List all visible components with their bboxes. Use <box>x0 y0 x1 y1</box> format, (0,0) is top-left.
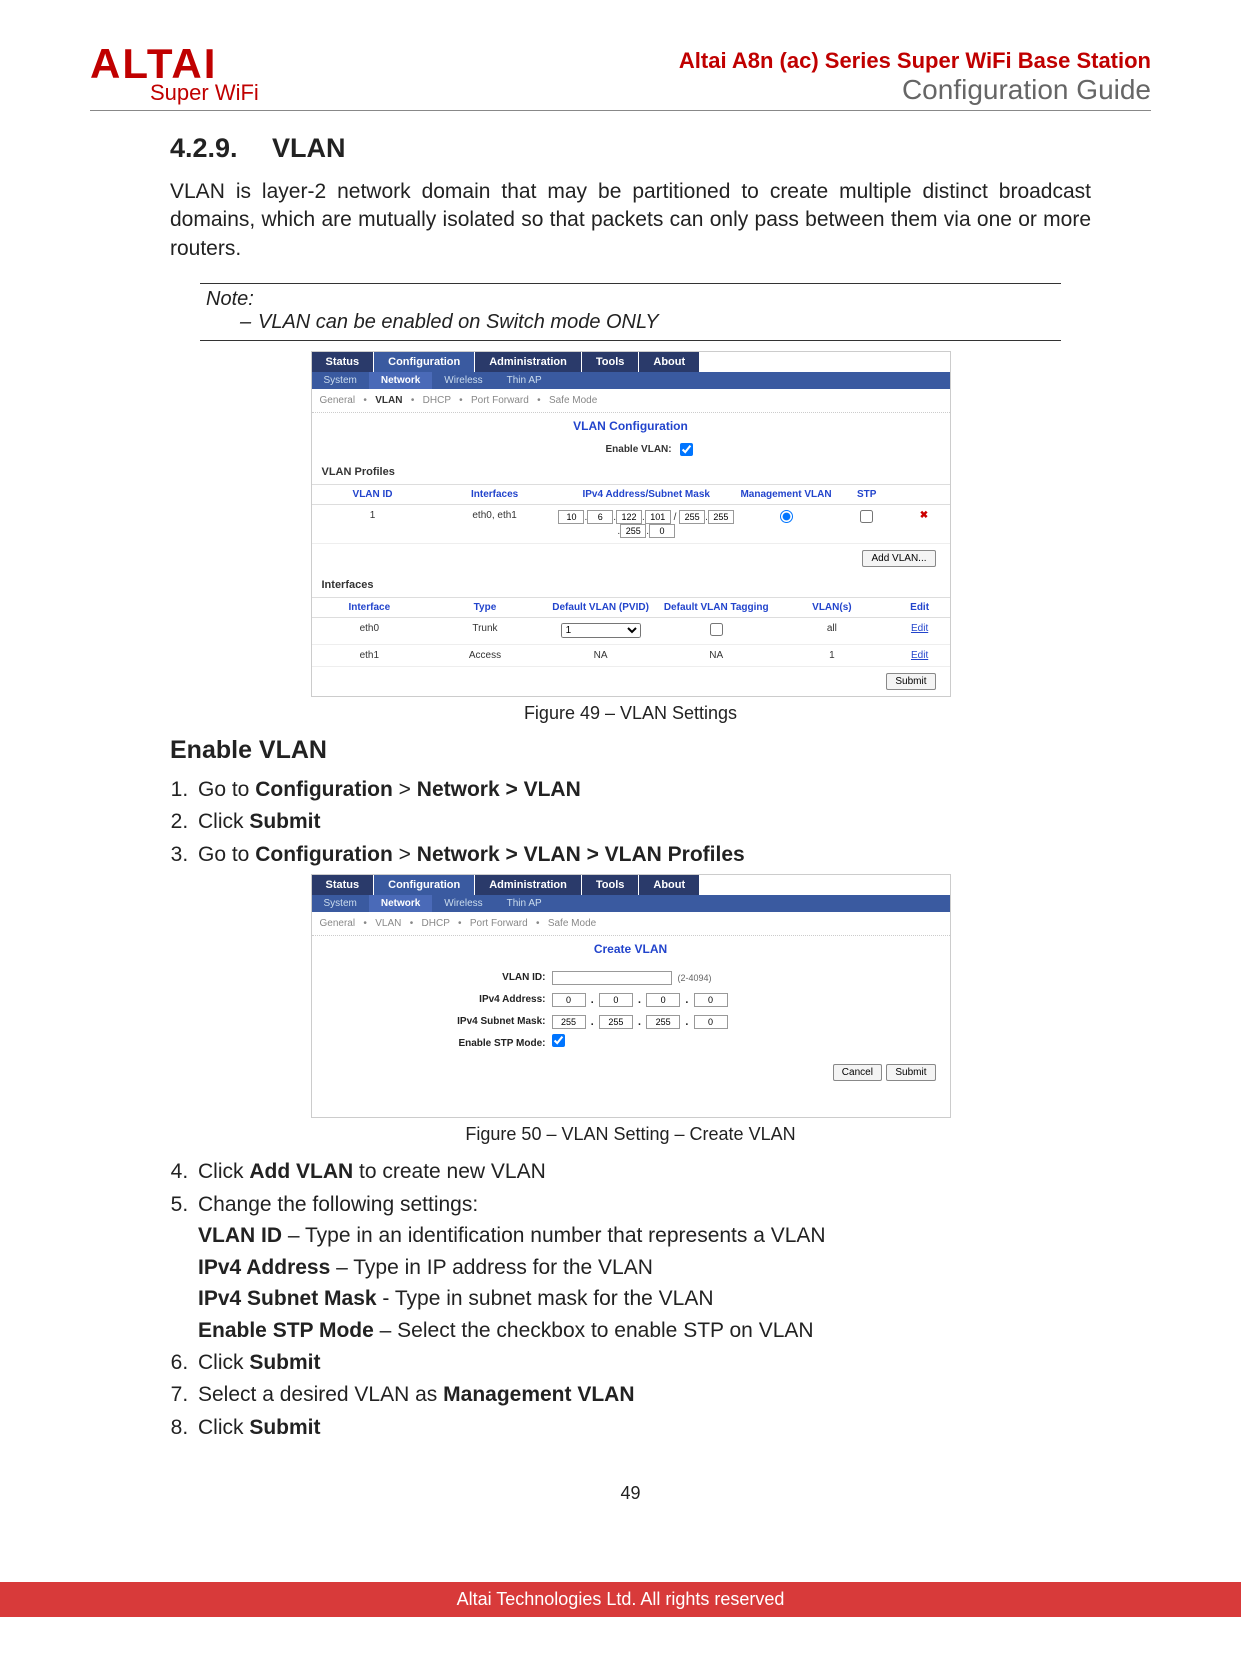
tab-configuration[interactable]: Configuration <box>374 352 475 372</box>
edit-link[interactable]: Edit <box>890 645 950 666</box>
mask-oct[interactable] <box>649 524 675 538</box>
mask-oct[interactable] <box>708 510 734 524</box>
fig50-crumbs: General • VLAN • DHCP • Port Forward • S… <box>312 912 950 936</box>
stp-mode-checkbox[interactable] <box>552 1034 565 1047</box>
mask-oct[interactable] <box>552 1015 586 1029</box>
ipv4-oct[interactable] <box>694 993 728 1007</box>
figure-50-caption: Figure 50 – VLAN Setting – Create VLAN <box>170 1124 1091 1145</box>
header-titles: Altai A8n (ac) Series Super WiFi Base St… <box>679 48 1151 106</box>
fig50-title: Create VLAN <box>312 936 950 962</box>
ip-oct[interactable] <box>645 510 671 524</box>
tab-status[interactable]: Status <box>312 352 375 372</box>
section-title: VLAN <box>272 133 346 163</box>
doc-title-2: Configuration Guide <box>679 74 1151 106</box>
tab-tools[interactable]: Tools <box>582 352 640 372</box>
delete-icon[interactable]: ✖ <box>898 505 949 543</box>
page-header: ALTAI Super WiFi Altai A8n (ac) Series S… <box>90 40 1151 111</box>
submit-button[interactable]: Submit <box>886 673 935 690</box>
steps-list-b: Click Add VLAN to create new VLAN Change… <box>194 1157 1091 1443</box>
subtab-wireless[interactable]: Wireless <box>432 372 494 389</box>
logo-sub: Super WiFi <box>150 80 259 106</box>
tab-status[interactable]: Status <box>312 875 375 895</box>
step-3: Go to Configuration > Network > VLAN > V… <box>194 840 1091 870</box>
submit-button[interactable]: Submit <box>886 1064 935 1081</box>
step-2: Click Submit <box>194 807 1091 837</box>
step-8: Click Submit <box>194 1413 1091 1443</box>
enable-vlan-checkbox[interactable] <box>680 443 693 456</box>
fig49-main-tabs: Status Configuration Administration Tool… <box>312 352 950 372</box>
enable-vlan-heading: Enable VLAN <box>170 736 1091 765</box>
tab-tools[interactable]: Tools <box>582 875 640 895</box>
interfaces-head: Interface Type Default VLAN (PVID) Defau… <box>312 597 950 618</box>
cancel-button[interactable]: Cancel <box>833 1064 882 1081</box>
section-number: 4.2.9. <box>170 133 238 163</box>
subtab-thinap[interactable]: Thin AP <box>495 372 554 389</box>
fig49-crumbs: General • VLAN • DHCP • Port Forward • S… <box>312 389 950 413</box>
interface-row: eth0 Trunk 1 all Edit <box>312 618 950 645</box>
section-intro: VLAN is layer-2 network domain that may … <box>170 178 1091 263</box>
step-5: Change the following settings: VLAN ID –… <box>194 1190 1091 1346</box>
mask-oct[interactable] <box>599 1015 633 1029</box>
vlan-profiles-heading: VLAN Profiles <box>312 460 950 484</box>
ip-oct[interactable] <box>587 510 613 524</box>
subtab-system[interactable]: System <box>312 372 369 389</box>
figure-50: Status Configuration Administration Tool… <box>311 874 951 1118</box>
ip-oct[interactable] <box>616 510 642 524</box>
tab-about[interactable]: About <box>639 352 700 372</box>
add-vlan-button[interactable]: Add VLAN... <box>862 550 935 567</box>
ipv4-oct[interactable] <box>646 993 680 1007</box>
footer: Altai Technologies Ltd. All rights reser… <box>0 1582 1241 1617</box>
figure-49: Status Configuration Administration Tool… <box>311 351 951 697</box>
fig49-sub-tabs: System Network Wireless Thin AP <box>312 372 950 389</box>
edit-link[interactable]: Edit <box>890 618 950 644</box>
figure-49-caption: Figure 49 – VLAN Settings <box>170 703 1091 724</box>
step-4: Click Add VLAN to create new VLAN <box>194 1157 1091 1187</box>
note-box: Note: –VLAN can be enabled on Switch mod… <box>200 283 1061 341</box>
vlan-id-input[interactable] <box>552 971 672 985</box>
tag-checkbox[interactable] <box>710 623 723 636</box>
doc-title-1: Altai A8n (ac) Series Super WiFi Base St… <box>679 48 1151 74</box>
fig49-title: VLAN Configuration <box>312 413 950 439</box>
pvid-select[interactable]: 1 <box>561 623 641 638</box>
profile-row: 1 eth0, eth1 ... / ... ✖ <box>312 505 950 544</box>
tab-configuration[interactable]: Configuration <box>374 875 475 895</box>
note-item: –VLAN can be enabled on Switch mode ONLY <box>240 311 1055 334</box>
profiles-head: VLAN ID Interfaces IPv4 Address/Subnet M… <box>312 484 950 505</box>
mask-oct[interactable] <box>646 1015 680 1029</box>
stp-checkbox[interactable] <box>860 510 873 523</box>
mask-oct[interactable] <box>620 524 646 538</box>
interface-row: eth1 Access NA NA 1 Edit <box>312 645 950 667</box>
page-number: 49 <box>170 1483 1091 1504</box>
enable-vlan-row: Enable VLAN: <box>312 439 950 460</box>
tab-about[interactable]: About <box>639 875 700 895</box>
step-6: Click Submit <box>194 1348 1091 1378</box>
interfaces-heading: Interfaces <box>312 573 950 597</box>
subtab-thinap[interactable]: Thin AP <box>495 895 554 912</box>
section-heading: 4.2.9. VLAN <box>170 133 1091 164</box>
ip-oct[interactable] <box>558 510 584 524</box>
tab-administration[interactable]: Administration <box>475 875 582 895</box>
mgmt-vlan-radio[interactable] <box>780 510 793 523</box>
note-label: Note: <box>206 288 1055 311</box>
mask-oct[interactable] <box>694 1015 728 1029</box>
ipv4-oct[interactable] <box>599 993 633 1007</box>
ipv4-oct[interactable] <box>552 993 586 1007</box>
logo: ALTAI Super WiFi <box>90 40 259 106</box>
mask-oct[interactable] <box>679 510 705 524</box>
subtab-wireless[interactable]: Wireless <box>432 895 494 912</box>
step-1: Go to Configuration > Network > VLAN <box>194 775 1091 805</box>
subtab-network[interactable]: Network <box>369 895 432 912</box>
subtab-network[interactable]: Network <box>369 372 432 389</box>
step-7: Select a desired VLAN as Management VLAN <box>194 1380 1091 1410</box>
ip-inputs: ... / ... <box>556 505 737 543</box>
steps-list: Go to Configuration > Network > VLAN Cli… <box>194 775 1091 870</box>
tab-administration[interactable]: Administration <box>475 352 582 372</box>
subtab-system[interactable]: System <box>312 895 369 912</box>
